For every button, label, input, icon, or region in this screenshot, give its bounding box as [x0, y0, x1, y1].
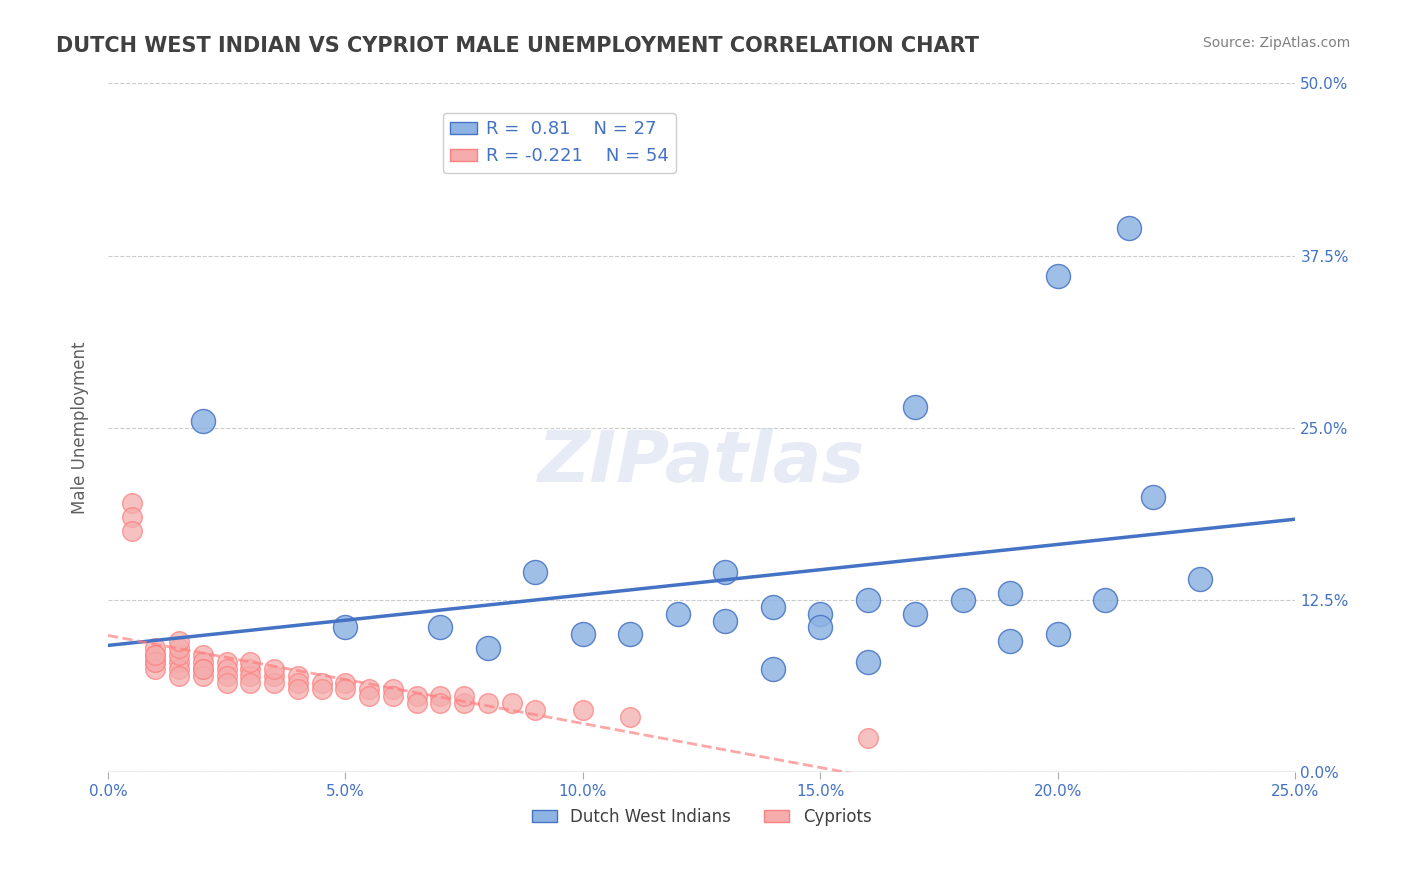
Point	[619, 627, 641, 641]
Text: Source: ZipAtlas.com: Source: ZipAtlas.com	[1202, 36, 1350, 50]
Point	[810, 607, 832, 621]
Point	[239, 675, 262, 690]
Y-axis label: Male Unemployment: Male Unemployment	[72, 342, 89, 514]
Point	[405, 696, 427, 710]
Point	[856, 593, 879, 607]
Point	[121, 510, 143, 524]
Point	[856, 655, 879, 669]
Point	[263, 662, 285, 676]
Point	[145, 662, 167, 676]
Point	[501, 696, 523, 710]
Point	[215, 668, 238, 682]
Point	[121, 524, 143, 538]
Point	[429, 620, 451, 634]
Point	[167, 655, 190, 669]
Point	[405, 690, 427, 704]
Point	[239, 655, 262, 669]
Point	[714, 566, 737, 580]
Point	[714, 614, 737, 628]
Point	[572, 627, 595, 641]
Text: DUTCH WEST INDIAN VS CYPRIOT MALE UNEMPLOYMENT CORRELATION CHART: DUTCH WEST INDIAN VS CYPRIOT MALE UNEMPL…	[56, 36, 979, 55]
Point	[453, 696, 475, 710]
Point	[335, 620, 357, 634]
Point	[1000, 586, 1022, 600]
Point	[311, 682, 333, 697]
Legend: Dutch West Indians, Cypriots: Dutch West Indians, Cypriots	[526, 801, 879, 832]
Point	[145, 648, 167, 662]
Point	[619, 710, 641, 724]
Point	[215, 662, 238, 676]
Point	[359, 690, 381, 704]
Point	[904, 400, 927, 414]
Point	[335, 682, 357, 697]
Point	[191, 662, 214, 676]
Point	[121, 496, 143, 510]
Point	[145, 655, 167, 669]
Point	[477, 696, 499, 710]
Point	[145, 648, 167, 662]
Point	[382, 690, 405, 704]
Point	[167, 634, 190, 648]
Point	[382, 682, 405, 697]
Point	[904, 607, 927, 621]
Point	[477, 641, 499, 656]
Point	[191, 648, 214, 662]
Point	[524, 703, 547, 717]
Point	[215, 655, 238, 669]
Point	[810, 620, 832, 634]
Point	[572, 703, 595, 717]
Point	[191, 668, 214, 682]
Point	[239, 662, 262, 676]
Point	[762, 662, 785, 676]
Point	[429, 690, 451, 704]
Point	[952, 593, 974, 607]
Text: ZIPatlas: ZIPatlas	[538, 427, 866, 497]
Point	[167, 668, 190, 682]
Point	[145, 641, 167, 656]
Point	[524, 566, 547, 580]
Point	[1046, 627, 1069, 641]
Point	[191, 414, 214, 428]
Point	[191, 655, 214, 669]
Point	[145, 655, 167, 669]
Point	[263, 668, 285, 682]
Point	[856, 731, 879, 745]
Point	[167, 648, 190, 662]
Point	[311, 675, 333, 690]
Point	[1094, 593, 1116, 607]
Point	[215, 675, 238, 690]
Point	[429, 696, 451, 710]
Point	[191, 662, 214, 676]
Point	[1118, 221, 1140, 235]
Point	[1000, 634, 1022, 648]
Point	[1189, 572, 1212, 586]
Point	[762, 599, 785, 614]
Point	[167, 662, 190, 676]
Point	[287, 682, 309, 697]
Point	[359, 682, 381, 697]
Point	[239, 668, 262, 682]
Point	[666, 607, 689, 621]
Point	[1046, 269, 1069, 284]
Point	[287, 668, 309, 682]
Point	[1142, 490, 1164, 504]
Point	[453, 690, 475, 704]
Point	[167, 641, 190, 656]
Point	[335, 675, 357, 690]
Point	[263, 675, 285, 690]
Point	[287, 675, 309, 690]
